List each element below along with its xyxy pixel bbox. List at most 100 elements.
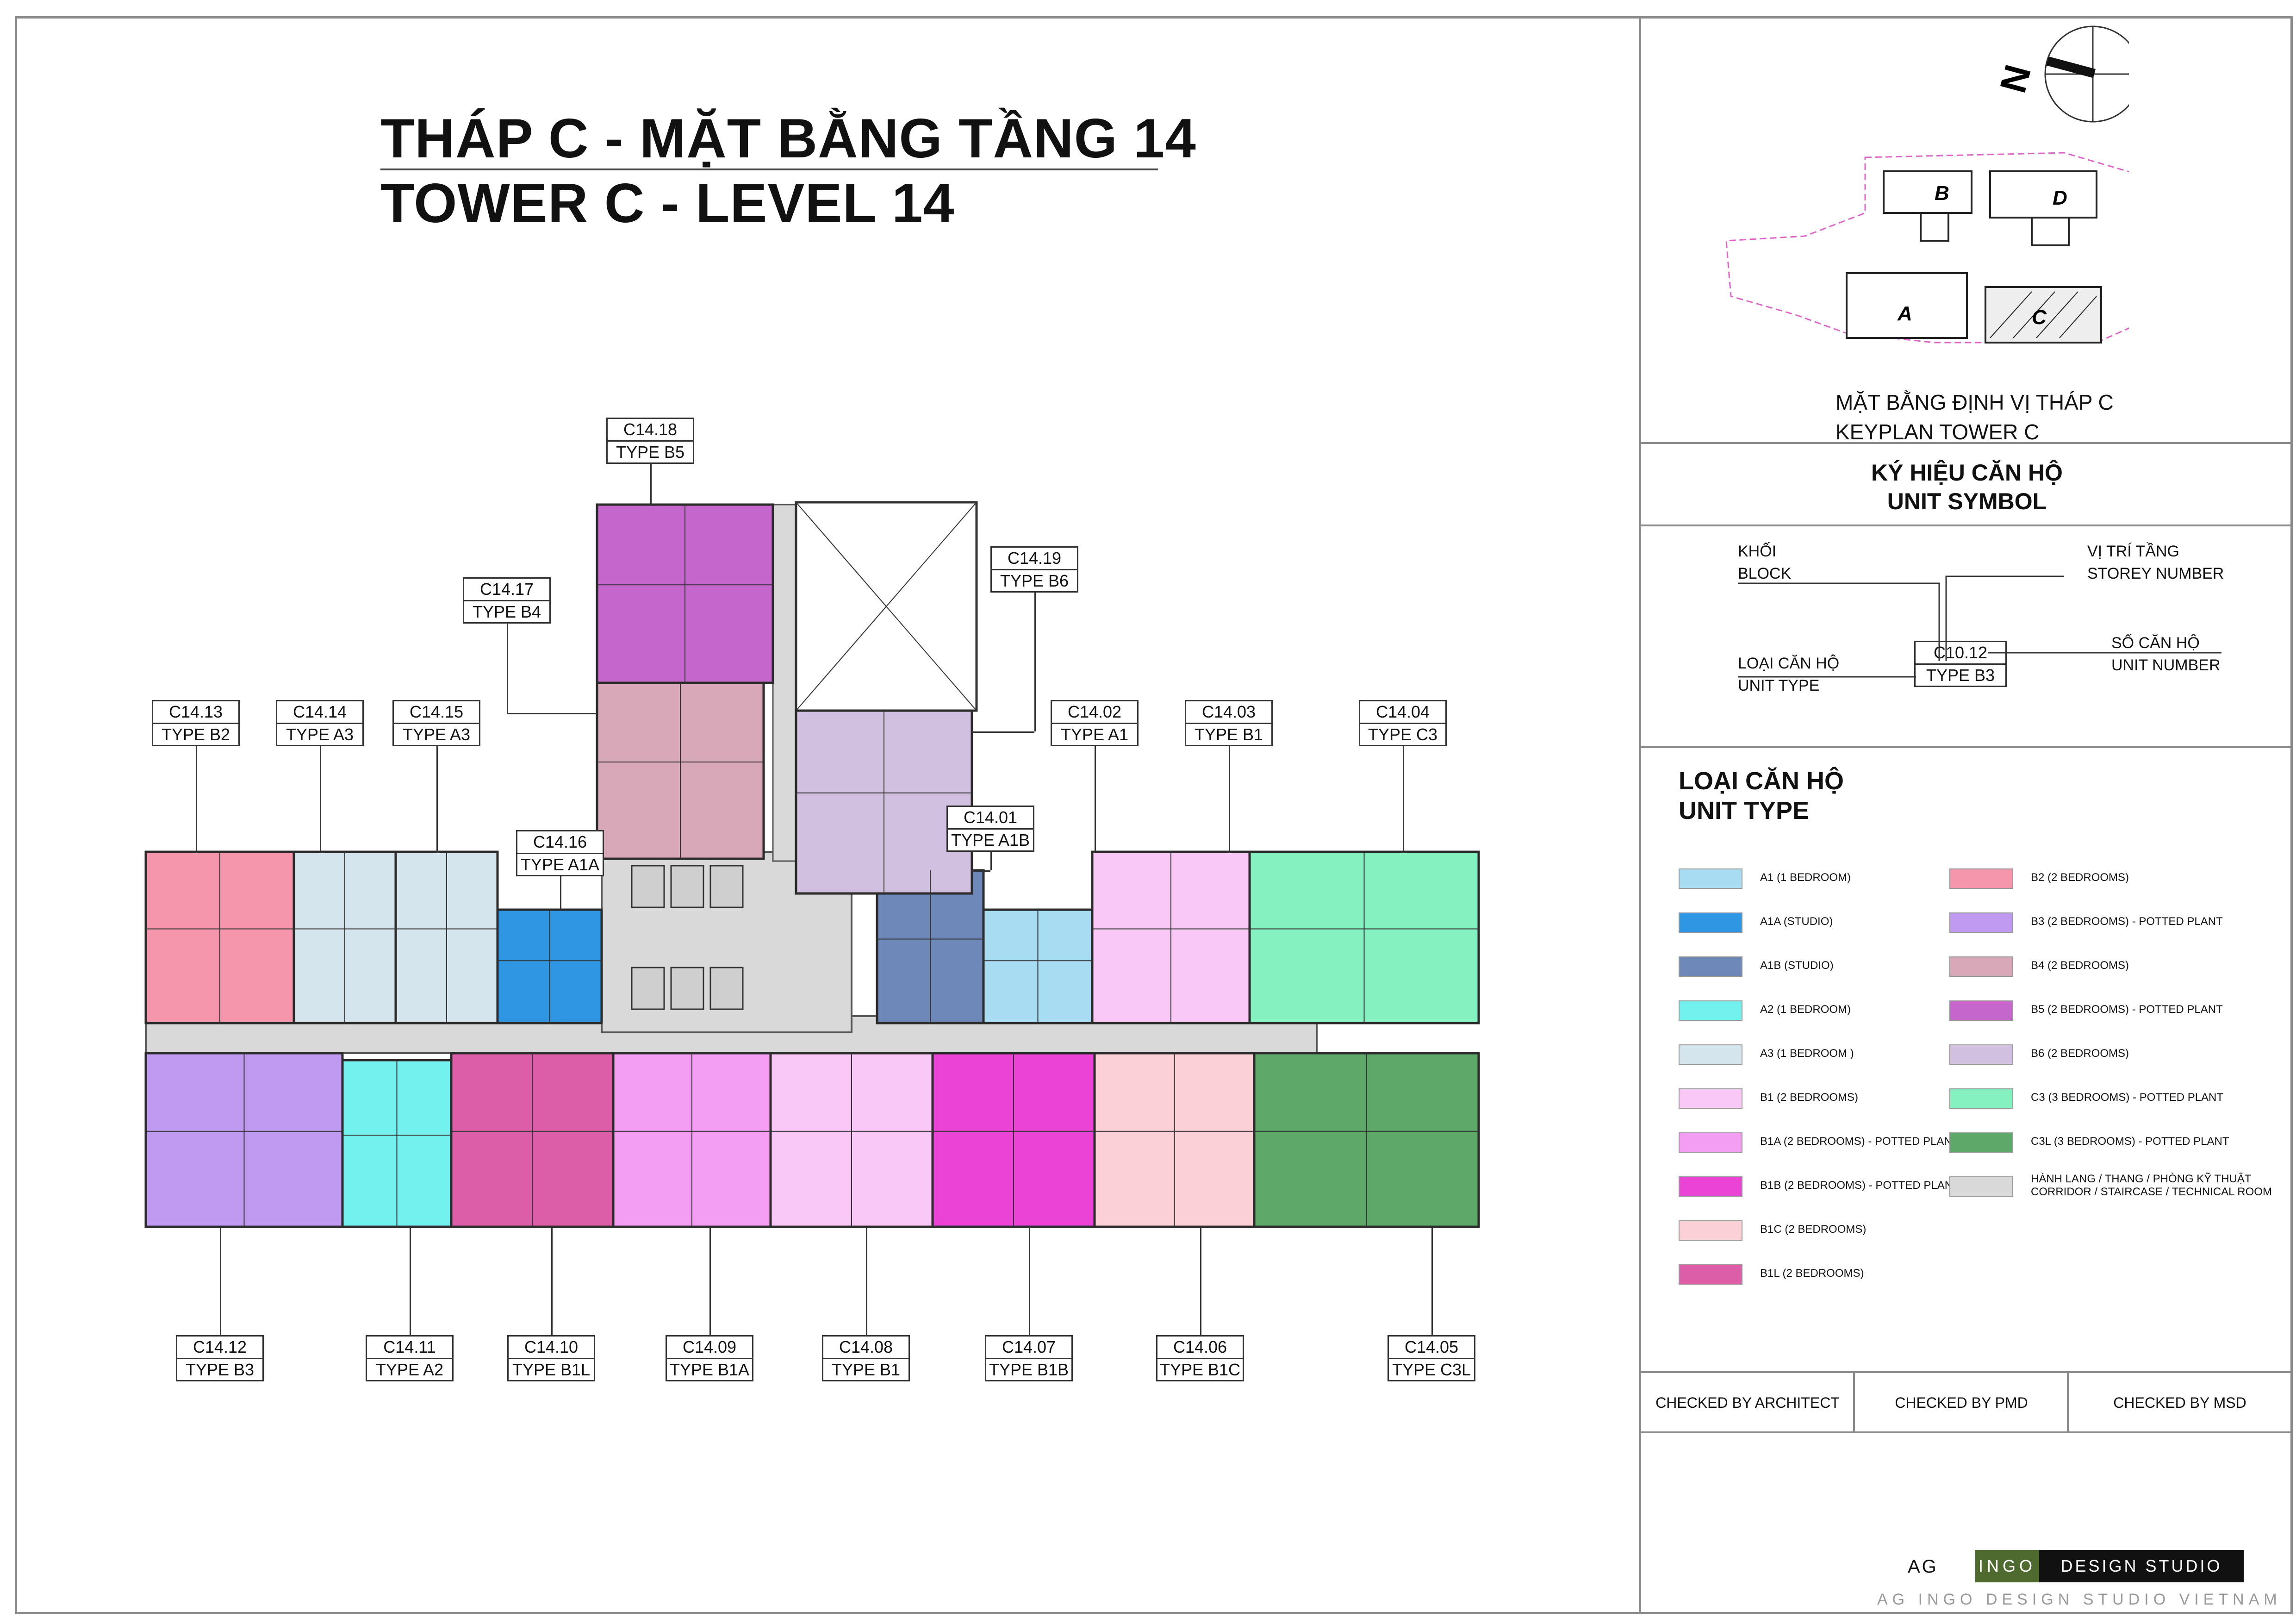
brand-footer: AG INGO DESIGN STUDIO VIETNAM — [1877, 1591, 2282, 1608]
legend-label: B6 (2 BEDROOMS) — [2031, 1047, 2129, 1060]
unit-tag-c14-17[interactable]: C14.17 TYPE B4 — [463, 577, 551, 624]
sidebar-rule-4 — [1639, 1371, 2293, 1373]
block-c — [1985, 286, 2102, 344]
unit-type: TYPE B1 — [1194, 725, 1263, 744]
unit-code: C14.17 — [464, 579, 549, 601]
unit-code: C14.01 — [948, 807, 1033, 830]
symbol-leaders — [1738, 575, 2221, 678]
unit-code: C14.19 — [992, 548, 1077, 570]
unit-tag-c14-06[interactable]: C14.06 TYPE B1C — [1156, 1335, 1244, 1381]
legend-swatch — [1679, 868, 1742, 889]
unit-leader — [507, 713, 597, 714]
unit-leader — [650, 464, 652, 505]
sidebar-divider — [1639, 16, 1641, 1614]
brand-ag: AG — [1908, 1556, 1938, 1577]
unit-tag-c14-10[interactable]: C14.10 TYPE B1L — [507, 1335, 595, 1381]
unit-type: TYPE B3 — [185, 1360, 255, 1379]
block-label-en: BLOCK — [1738, 565, 1792, 582]
legend-label: B1L (2 BEDROOMS) — [1760, 1267, 1864, 1280]
checked-by-architect: CHECKED BY ARCHITECT — [1655, 1394, 1840, 1411]
unit-leader — [320, 746, 321, 852]
title-en: TOWER C - LEVEL 14 — [380, 172, 955, 234]
number-label-vi: SỐ CĂN HỘ — [2111, 634, 2200, 652]
unit-tag-c14-02[interactable]: C14.02 TYPE A1 — [1051, 700, 1139, 746]
unit-leader — [507, 624, 508, 713]
unit-leader — [436, 852, 440, 853]
unit-code: C14.08 — [823, 1337, 908, 1359]
unit-code: C14.16 — [517, 831, 603, 854]
legend-swatch — [1679, 1000, 1742, 1021]
unit-type: TYPE B2 — [161, 725, 230, 744]
unit-tag-c14-08[interactable]: C14.08 TYPE B1 — [822, 1335, 910, 1381]
unit-leader — [220, 1227, 222, 1228]
unit-type: TYPE A1 — [1060, 725, 1129, 744]
unit-tag-c14-12[interactable]: C14.12 TYPE B3 — [176, 1335, 264, 1381]
keyplan-caption-en: KEYPLAN TOWER C — [1836, 420, 2040, 444]
legend-label-line: B1C (2 BEDROOMS) — [1760, 1223, 1867, 1236]
unit-code: C14.06 — [1157, 1337, 1243, 1359]
lift-group — [631, 865, 744, 1010]
unit-tag-c14-14[interactable]: C14.14 TYPE A3 — [276, 700, 364, 746]
unit-tag-c14-19[interactable]: C14.19 TYPE B6 — [990, 546, 1078, 593]
legend-swatch — [1949, 1000, 2013, 1021]
unit-tag-c14-13[interactable]: C14.13 TYPE B2 — [152, 700, 240, 746]
storey-label-vi: VỊ TRÍ TẦNG — [2087, 543, 2180, 560]
legend-label-line: A3 (1 BEDROOM ) — [1760, 1047, 1854, 1060]
block-d — [1989, 170, 2097, 246]
unit-tag-c14-11[interactable]: C14.11 TYPE A2 — [366, 1335, 454, 1381]
legend-swatch — [1949, 1088, 2013, 1109]
unit-tag-c14-15[interactable]: C14.15 TYPE A3 — [392, 700, 480, 746]
legend-swatch — [1679, 1220, 1742, 1241]
checked-by-msd: CHECKED BY MSD — [2113, 1394, 2246, 1411]
unit-leader — [320, 852, 324, 853]
check-divider-2 — [2067, 1373, 2069, 1433]
compass-north-label: N — [1992, 61, 2039, 97]
title-underline — [380, 169, 1158, 170]
unit-leader — [866, 1227, 867, 1335]
unit-tag-c14-07[interactable]: C14.07 TYPE B1B — [985, 1335, 1073, 1381]
sample-unit-tag: C10.12 TYPE B3 — [1914, 641, 2007, 687]
unit-type: TYPE B1L — [512, 1360, 591, 1379]
legend-label: A1B (STUDIO) — [1760, 959, 1834, 972]
unit-leader — [650, 505, 653, 506]
legend-swatch — [1949, 1132, 2013, 1153]
unit-code: C14.13 — [153, 701, 238, 724]
legend-label: A3 (1 BEDROOM ) — [1760, 1047, 1854, 1060]
unit-leader — [709, 1227, 711, 1335]
unit-type: TYPE B1A — [669, 1360, 750, 1379]
unit-leader — [1403, 746, 1404, 852]
unit-tag-c14-04[interactable]: C14.04 TYPE C3 — [1359, 700, 1447, 746]
legend-title-vi: LOẠI CĂN HỘ — [1679, 767, 1844, 795]
check-divider-1 — [1853, 1373, 1855, 1433]
unit-tag-c14-05[interactable]: C14.05 TYPE C3L — [1388, 1335, 1475, 1381]
legend-label-line: A1B (STUDIO) — [1760, 959, 1834, 972]
unit-leader — [1200, 1227, 1203, 1228]
unit-code: C14.10 — [509, 1337, 594, 1359]
unit-type: TYPE A3 — [286, 725, 354, 744]
unit-tag-c14-03[interactable]: C14.03 TYPE B1 — [1185, 700, 1273, 746]
legend-label: B1C (2 BEDROOMS) — [1760, 1223, 1866, 1236]
legend-label: C3 (3 BEDROOMS) - POTTED PLANT — [2031, 1091, 2223, 1104]
unit-leader — [560, 910, 562, 911]
unit-code: C14.15 — [394, 701, 479, 724]
unit-code: C14.07 — [986, 1337, 1071, 1359]
unit-tag-c14-16[interactable]: C14.16 TYPE A1A — [516, 830, 604, 876]
legend-label-line: B1L (2 BEDROOMS) — [1760, 1267, 1864, 1280]
keyplan: N B D A C — [1725, 25, 2129, 344]
unit-leader — [436, 746, 438, 852]
unit-leader — [990, 852, 992, 870]
unit-leader — [972, 731, 1034, 733]
unit-tag-c14-01[interactable]: C14.01 TYPE A1B — [946, 806, 1034, 852]
unit-tag-c14-18[interactable]: C14.18 TYPE B5 — [606, 418, 694, 464]
title-vi: THÁP C - MẶT BẰNG TẦNG 14 — [380, 107, 1196, 169]
unit-tag-c14-09[interactable]: C14.09 TYPE B1A — [666, 1335, 753, 1381]
block-b — [1883, 170, 1972, 242]
legend-label: B5 (2 BEDROOMS) - POTTED PLANT — [2031, 1003, 2223, 1016]
unit-type: TYPE B6 — [1000, 571, 1069, 590]
unit-code: C14.14 — [277, 701, 362, 724]
legend-label: B2 (2 BEDROOMS) — [2031, 871, 2129, 884]
legend-title-en: UNIT TYPE — [1679, 797, 1810, 824]
type-label-vi: LOẠI CĂN HỘ — [1738, 655, 1840, 672]
unit-leader — [866, 1227, 870, 1228]
legend-label: C3L (3 BEDROOMS) - POTTED PLANT — [2031, 1135, 2229, 1148]
